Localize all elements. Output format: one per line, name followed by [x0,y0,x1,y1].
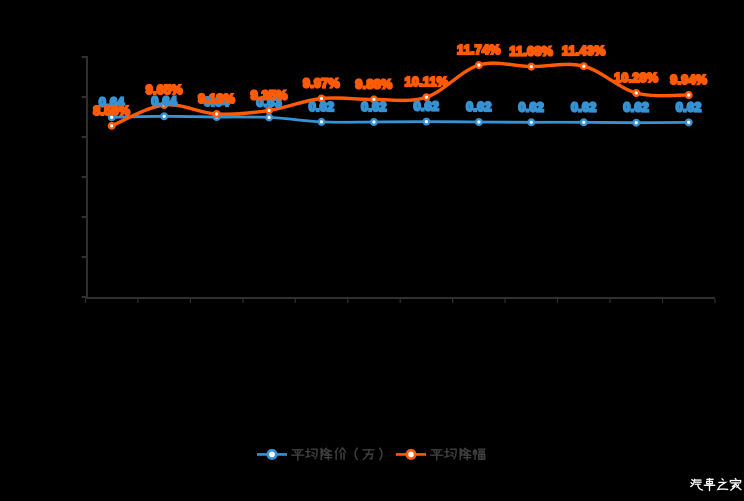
svg-text:0.62: 0.62 [466,100,492,114]
svg-text:11.74%: 11.74% [457,43,501,57]
svg-text:0.62: 0.62 [676,100,702,114]
svg-text:11.68%: 11.68% [510,45,554,59]
svg-text:8.56%: 8.56% [93,104,130,118]
svg-text:10.11%: 10.11% [405,75,449,89]
svg-text:0.64: 0.64 [151,94,177,108]
svg-text:0.63: 0.63 [256,95,282,109]
svg-text:9.88%: 9.88% [355,77,392,91]
svg-text:9.13%: 9.13% [198,92,235,106]
svg-text:11.43%: 11.43% [562,44,606,58]
svg-text:0.62: 0.62 [361,100,387,114]
svg-text:0.62: 0.62 [623,101,649,115]
svg-text:0.64: 0.64 [204,95,230,109]
svg-text:10.28%: 10.28% [614,71,658,85]
svg-text:0.62: 0.62 [414,100,440,114]
svg-text:0.62: 0.62 [519,100,545,114]
svg-text:0.62: 0.62 [571,100,597,114]
svg-text:9.65%: 9.65% [146,83,183,97]
svg-text:0.62: 0.62 [309,100,335,114]
svg-text:9.97%: 9.97% [303,77,340,91]
svg-text:9.35%: 9.35% [251,88,288,102]
svg-text:9.94%: 9.94% [670,73,707,87]
svg-text:0.64: 0.64 [99,95,125,109]
